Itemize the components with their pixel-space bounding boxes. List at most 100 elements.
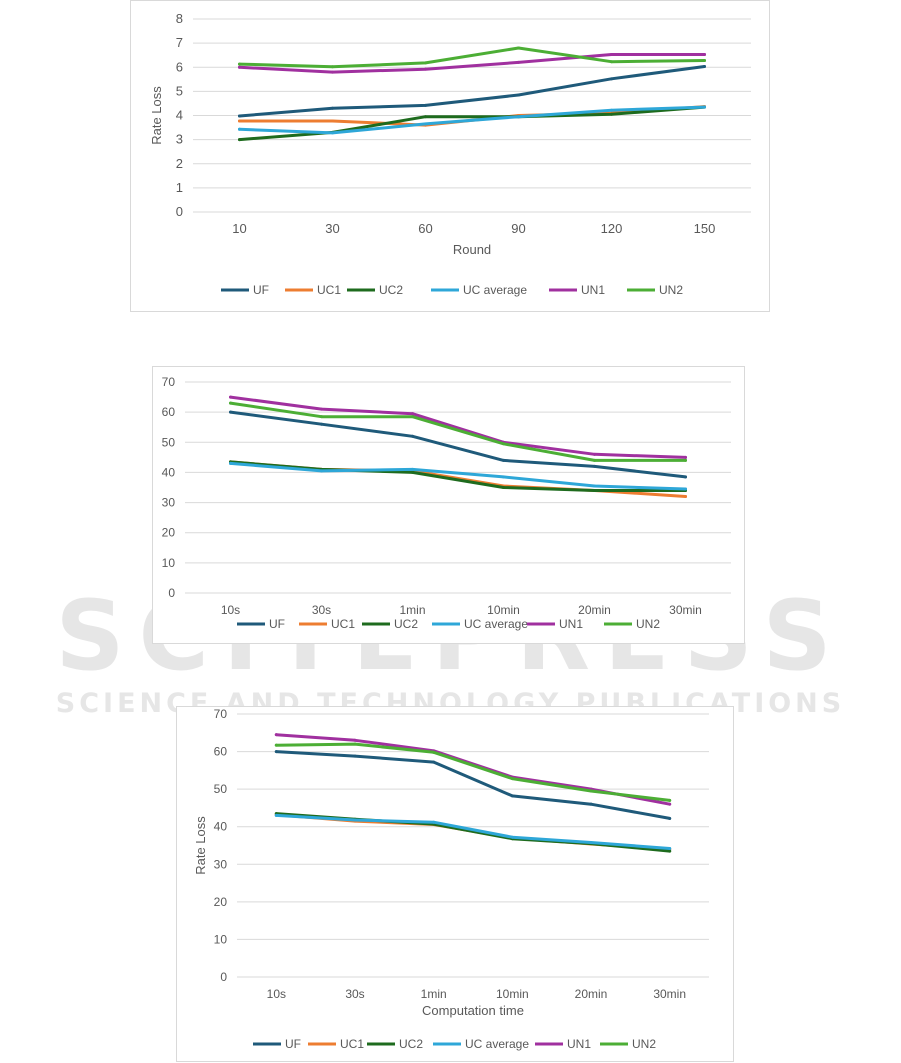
chart3-y-tick-label: 30 xyxy=(214,857,228,871)
chart1-point-uc-average xyxy=(703,105,706,109)
chart1-x-tick-label: 10 xyxy=(232,221,246,236)
chart1-y-tick-label: 7 xyxy=(176,35,183,50)
chart1-y-tick-label: 4 xyxy=(176,108,183,123)
chart2-legend-label: UC average xyxy=(464,617,528,631)
chart3-y-tick-label: 10 xyxy=(214,932,228,946)
chart1-point-uc2 xyxy=(610,112,613,116)
chart1-point-uf xyxy=(238,114,241,118)
chart1-point-un1 xyxy=(331,70,334,74)
chart-1-svg: 0 1 2 3 4 5 6 7 8 10 30 60 90 120 150 Round Rate Loss UF U… xyxy=(149,11,751,297)
chart2-series-line-uf xyxy=(229,410,687,479)
chart3-y-tick-label: 50 xyxy=(214,782,228,796)
chart1-point-un1 xyxy=(238,65,241,69)
chart2-point-uf xyxy=(684,475,687,479)
chart3-point-uf xyxy=(668,816,672,820)
chart3-point-un2 xyxy=(589,789,593,793)
chart2-point-uc-average xyxy=(411,467,414,471)
chart1-point-un1 xyxy=(517,60,520,64)
chart1-legend-label: UF xyxy=(253,283,269,297)
chart1-point-uf xyxy=(424,103,427,107)
chart2-legend-label: UF xyxy=(269,617,285,631)
chart-3-svg: 0 10 20 30 40 50 60 70 10s 30s 1min 10min 20min 30min… xyxy=(193,707,709,1051)
chart2-x-tick-label: 30s xyxy=(312,603,331,617)
chart1-point-uc1 xyxy=(331,119,334,123)
chart2-point-un2 xyxy=(411,415,414,419)
chart2-y-tick-label: 20 xyxy=(162,526,176,540)
chart2-point-un2 xyxy=(229,401,232,405)
chart2-point-un2 xyxy=(320,415,323,419)
chart3-point-uf xyxy=(510,794,514,798)
chart2-point-un2 xyxy=(502,442,505,446)
chart3-legend-label: UC1 xyxy=(340,1037,364,1051)
chart1-point-un2 xyxy=(424,61,427,65)
chart3-point-uc-average xyxy=(274,813,278,817)
chart1-y-axis-title: Rate Loss xyxy=(149,86,164,145)
chart1-point-uc-average xyxy=(331,131,334,135)
chart3-y-axis-title: Rate Loss xyxy=(193,816,208,875)
chart3-x-tick-label: 1min xyxy=(421,987,447,1001)
chart1-x-tick-label: 30 xyxy=(325,221,339,236)
chart3-point-un2 xyxy=(510,777,514,781)
chart1-point-un2 xyxy=(238,62,241,66)
chart2-y-tick-label: 60 xyxy=(162,405,176,419)
chart-rate-loss-vs-round: 0 1 2 3 4 5 6 7 8 10 30 60 90 120 150 Round Rate Loss UF U… xyxy=(130,0,770,312)
chart1-y-tick-label: 8 xyxy=(176,11,183,26)
chart1-y-tick-label: 3 xyxy=(176,132,183,147)
chart-2-svg: 0 10 20 30 40 50 60 70 10s 30s 1min 10min 20min 30min… xyxy=(162,375,731,631)
chart3-series-line-uf xyxy=(274,750,672,820)
chart2-series-line-uc-average xyxy=(229,461,687,491)
chart2-x-tick-label: 10s xyxy=(221,603,240,617)
chart2-legend-label: UN1 xyxy=(559,617,583,631)
chart1-series-line-un1 xyxy=(238,53,706,74)
chart3-point-uc-average xyxy=(668,847,672,851)
chart2-point-uc-average xyxy=(684,487,687,491)
chart2-point-uf xyxy=(320,422,323,426)
chart2-x-tick-label: 20min xyxy=(578,603,611,617)
chart3-y-tick-label: 70 xyxy=(214,707,228,721)
chart3-x-tick-label: 10min xyxy=(496,987,529,1001)
chart3-legend-label: UC2 xyxy=(399,1037,423,1051)
chart2-legend-label: UC2 xyxy=(394,617,418,631)
chart1-point-uc2 xyxy=(238,138,241,142)
chart2-legend-label: UC1 xyxy=(331,617,355,631)
chart2-point-un1 xyxy=(411,412,414,416)
chart1-point-un1 xyxy=(424,67,427,71)
chart3-x-axis-title: Computation time xyxy=(422,1003,524,1018)
chart2-point-uf xyxy=(593,464,596,468)
chart2-y-tick-label: 70 xyxy=(162,375,176,389)
chart1-legend-label: UC average xyxy=(463,283,527,297)
chart2-point-uc2 xyxy=(593,489,596,493)
chart1-y-tick-label: 0 xyxy=(176,204,183,219)
chart-rate-loss-vs-time-a: 0 10 20 30 40 50 60 70 10s 30s 1min 10min 20min 30min… xyxy=(152,366,745,644)
chart3-point-uc2 xyxy=(668,849,672,853)
chart2-y-tick-label: 40 xyxy=(162,465,176,479)
chart2-point-un1 xyxy=(229,395,232,399)
chart1-point-uf xyxy=(331,106,334,110)
chart2-x-tick-label: 1min xyxy=(399,603,425,617)
chart1-series-line-uf xyxy=(238,65,706,118)
chart1-point-un1 xyxy=(703,52,706,56)
chart2-point-uc-average xyxy=(320,469,323,473)
chart1-y-tick-label: 6 xyxy=(176,59,183,74)
chart1-point-uc1 xyxy=(238,119,241,123)
chart3-point-uf xyxy=(589,802,593,806)
chart3-point-uf xyxy=(432,760,436,764)
chart2-series-line-un1 xyxy=(229,395,687,459)
chart3-legend-label: UC average xyxy=(465,1037,529,1051)
chart3-x-tick-label: 30s xyxy=(345,987,364,1001)
chart1-point-un2 xyxy=(610,60,613,64)
chart2-x-tick-label: 10min xyxy=(487,603,520,617)
chart2-y-tick-label: 0 xyxy=(168,586,175,600)
chart1-point-uc-average xyxy=(424,122,427,126)
chart3-y-tick-label: 20 xyxy=(214,895,228,909)
chart3-point-un2 xyxy=(353,742,357,746)
chart2-point-uf xyxy=(502,458,505,462)
chart1-point-uc-average xyxy=(238,127,241,131)
chart1-series-line-un2 xyxy=(238,46,706,69)
chart1-point-un2 xyxy=(703,58,706,62)
chart2-point-uc-average xyxy=(229,461,232,465)
chart1-legend-label: UN2 xyxy=(659,283,683,297)
chart3-y-tick-label: 60 xyxy=(214,745,228,759)
chart1-point-uf xyxy=(703,65,706,69)
chart3-y-tick-label: 40 xyxy=(214,820,228,834)
